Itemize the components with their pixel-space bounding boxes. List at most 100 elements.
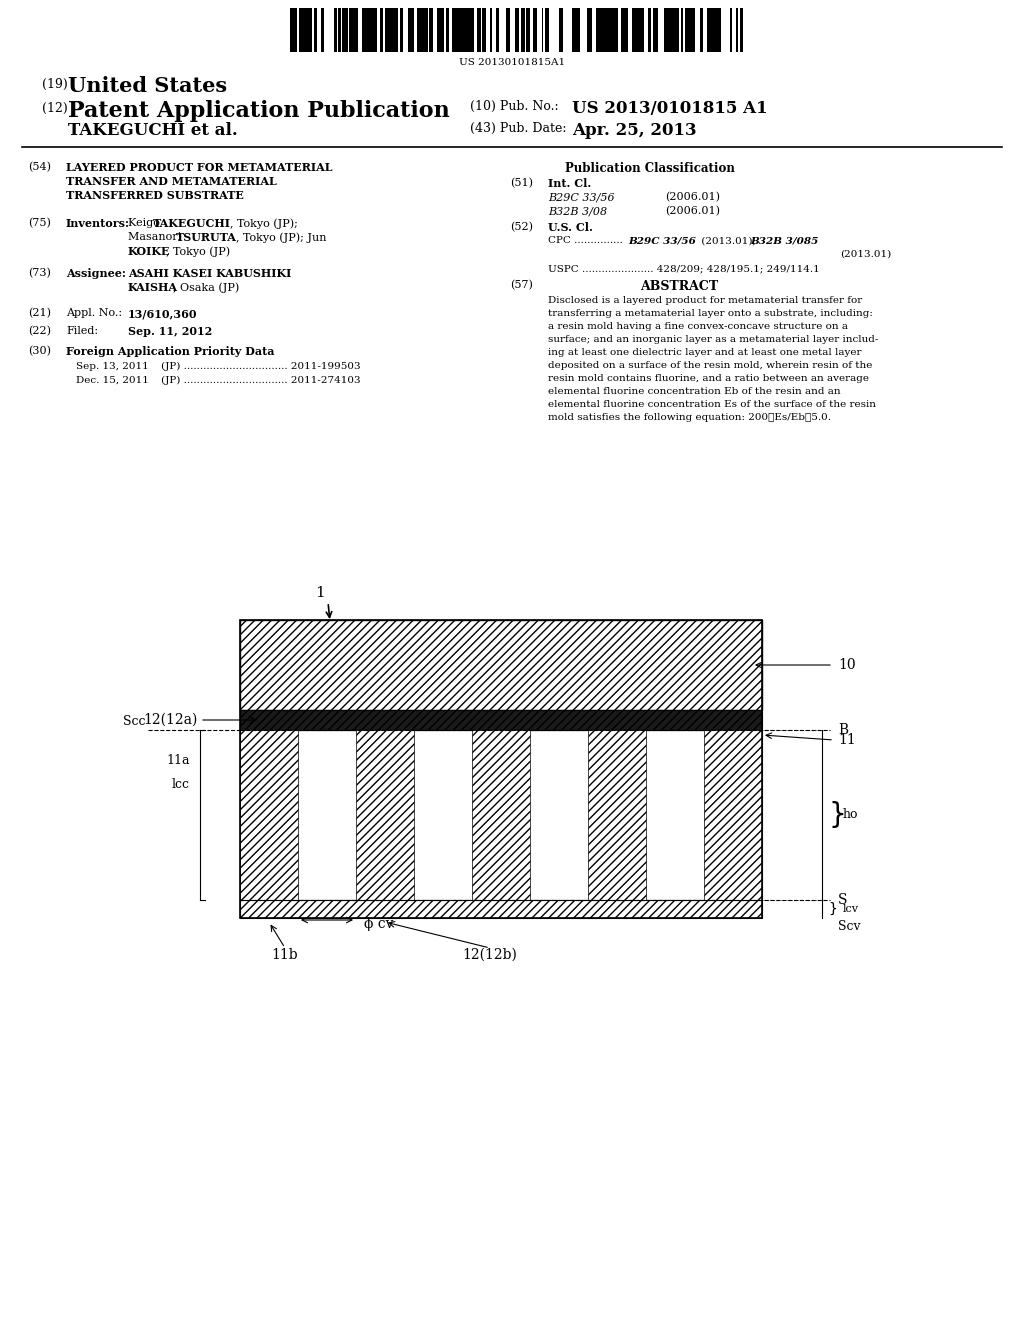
Bar bbox=[368, 8, 370, 51]
Bar bbox=[526, 8, 528, 51]
Text: Assignee:: Assignee: bbox=[66, 268, 126, 279]
Bar bbox=[664, 8, 668, 51]
Text: Publication Classification: Publication Classification bbox=[565, 162, 735, 176]
Bar bbox=[700, 8, 703, 51]
Text: elemental fluorine concentration Es of the surface of the resin: elemental fluorine concentration Es of t… bbox=[548, 400, 876, 409]
Text: (57): (57) bbox=[510, 280, 532, 290]
Text: (73): (73) bbox=[28, 268, 51, 279]
Bar bbox=[240, 730, 762, 900]
Bar bbox=[496, 8, 499, 51]
Text: 11a: 11a bbox=[167, 754, 190, 767]
Bar bbox=[394, 8, 398, 51]
Bar bbox=[240, 620, 762, 710]
Bar bbox=[424, 8, 428, 51]
Bar bbox=[338, 8, 341, 51]
Text: , Tokyo (JP);: , Tokyo (JP); bbox=[230, 218, 298, 228]
Bar bbox=[389, 8, 392, 51]
Bar bbox=[640, 8, 644, 51]
Text: TSURUTA: TSURUTA bbox=[176, 232, 237, 243]
Bar bbox=[240, 620, 762, 917]
Text: Int. Cl.: Int. Cl. bbox=[548, 178, 591, 189]
Text: Scv: Scv bbox=[838, 920, 860, 932]
Text: USPC ...................... 428/209; 428/195.1; 249/114.1: USPC ...................... 428/209; 428… bbox=[548, 264, 820, 273]
Bar bbox=[528, 8, 530, 51]
Bar bbox=[400, 8, 403, 51]
Text: (JP) ................................ 2011-274103: (JP) ................................ 20… bbox=[161, 376, 360, 385]
Bar bbox=[600, 8, 602, 51]
Text: (52): (52) bbox=[510, 222, 534, 232]
Text: B32B 3/085: B32B 3/085 bbox=[750, 236, 818, 246]
Bar bbox=[308, 8, 312, 51]
Text: (2013.01): (2013.01) bbox=[840, 249, 891, 259]
Bar bbox=[624, 8, 628, 51]
Text: TRANSFER AND METAMATERIAL: TRANSFER AND METAMATERIAL bbox=[66, 176, 276, 187]
Text: Sep. 11, 2012: Sep. 11, 2012 bbox=[128, 326, 212, 337]
Bar bbox=[711, 8, 713, 51]
Bar bbox=[299, 8, 302, 51]
Bar bbox=[604, 8, 607, 51]
Text: Scc: Scc bbox=[123, 715, 145, 729]
Bar bbox=[293, 8, 296, 51]
Text: }: } bbox=[828, 902, 837, 916]
Bar bbox=[354, 8, 358, 51]
Bar bbox=[613, 8, 615, 51]
Bar bbox=[596, 8, 600, 51]
Bar bbox=[479, 8, 481, 51]
Text: Keigo: Keigo bbox=[128, 218, 164, 228]
Bar bbox=[290, 8, 293, 51]
Text: TAKEGUCHI: TAKEGUCHI bbox=[153, 218, 231, 228]
Bar bbox=[420, 8, 424, 51]
Bar bbox=[411, 8, 414, 51]
Text: elemental fluorine concentration Eb of the resin and an: elemental fluorine concentration Eb of t… bbox=[548, 387, 841, 396]
Bar bbox=[362, 8, 366, 51]
Text: Apr. 25, 2013: Apr. 25, 2013 bbox=[572, 121, 696, 139]
Bar bbox=[240, 710, 762, 730]
Bar bbox=[385, 8, 389, 51]
Bar bbox=[602, 8, 604, 51]
Text: , Tokyo (JP): , Tokyo (JP) bbox=[166, 246, 230, 256]
Bar bbox=[380, 8, 383, 51]
Bar bbox=[559, 8, 562, 51]
Text: B29C 33/56: B29C 33/56 bbox=[548, 191, 614, 202]
Bar bbox=[707, 8, 711, 51]
Bar bbox=[472, 730, 530, 900]
Bar bbox=[303, 8, 307, 51]
Text: (21): (21) bbox=[28, 308, 51, 318]
Text: Disclosed is a layered product for metamaterial transfer for: Disclosed is a layered product for metam… bbox=[548, 296, 862, 305]
Text: Patent Application Publication: Patent Application Publication bbox=[68, 100, 450, 121]
Bar bbox=[351, 8, 354, 51]
Text: ABSTRACT: ABSTRACT bbox=[640, 280, 718, 293]
Text: (54): (54) bbox=[28, 162, 51, 173]
Text: US 20130101815A1: US 20130101815A1 bbox=[459, 58, 565, 67]
Bar bbox=[736, 8, 738, 51]
Bar bbox=[607, 8, 609, 51]
Text: lcv: lcv bbox=[843, 904, 859, 913]
Text: (30): (30) bbox=[28, 346, 51, 356]
Bar bbox=[521, 8, 525, 51]
Bar bbox=[477, 8, 479, 51]
Bar bbox=[429, 8, 432, 51]
Bar bbox=[356, 730, 414, 900]
Text: B29C 33/56: B29C 33/56 bbox=[628, 236, 696, 246]
Bar bbox=[392, 8, 394, 51]
Text: KOIKE: KOIKE bbox=[128, 246, 171, 257]
Bar bbox=[437, 8, 440, 51]
Bar bbox=[342, 8, 346, 51]
Text: (2006.01): (2006.01) bbox=[665, 191, 720, 202]
Bar bbox=[417, 8, 420, 51]
Text: 12(12b): 12(12b) bbox=[463, 948, 517, 962]
Text: Masanori: Masanori bbox=[128, 232, 184, 242]
Bar bbox=[675, 8, 679, 51]
Bar bbox=[240, 900, 762, 917]
Bar bbox=[482, 8, 486, 51]
Bar bbox=[515, 8, 519, 51]
Bar bbox=[464, 8, 467, 51]
Bar bbox=[609, 8, 613, 51]
Text: (19): (19) bbox=[42, 78, 68, 91]
Bar bbox=[441, 8, 444, 51]
Text: Foreign Application Priority Data: Foreign Application Priority Data bbox=[66, 346, 274, 356]
Text: 10: 10 bbox=[838, 657, 856, 672]
Text: }: } bbox=[828, 801, 846, 829]
Bar bbox=[321, 8, 324, 51]
Text: , Osaka (JP): , Osaka (JP) bbox=[173, 282, 240, 293]
